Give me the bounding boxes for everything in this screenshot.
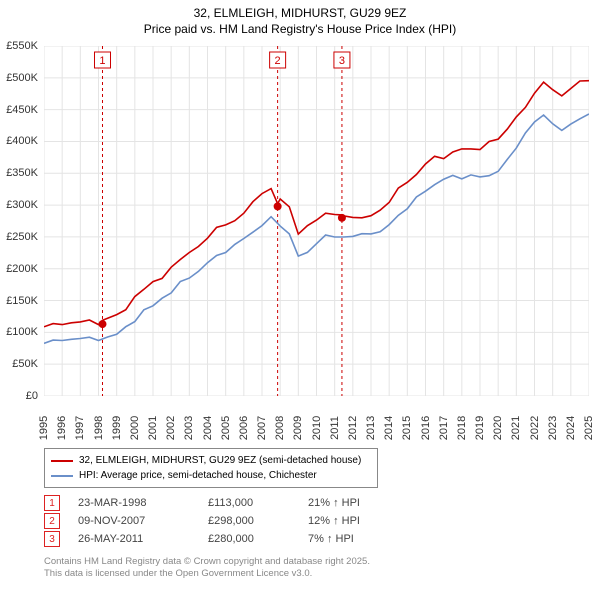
chart-container: 32, ELMLEIGH, MIDHURST, GU29 9EZ Price p… — [0, 0, 600, 590]
marker-hpi: 7% ↑ HPI — [308, 533, 408, 545]
legend-row: 32, ELMLEIGH, MIDHURST, GU29 9EZ (semi-d… — [51, 453, 371, 468]
x-tick-label: 2003 — [183, 416, 195, 440]
marker-price: £280,000 — [208, 533, 308, 545]
marker-row: 1 23-MAR-1998£113,00021% ↑ HPI — [44, 494, 408, 512]
x-tick-label: 2011 — [329, 416, 341, 440]
x-tick-label: 2014 — [383, 416, 395, 440]
chart-plot-area: 1 2 3 — [44, 46, 589, 396]
x-tick-label: 2012 — [347, 416, 359, 440]
y-tick-label: £150K — [6, 295, 38, 307]
attribution-line1: Contains HM Land Registry data © Crown c… — [44, 556, 370, 568]
x-tick-label: 2000 — [129, 416, 141, 440]
legend-label: HPI: Average price, semi-detached house,… — [79, 468, 317, 483]
y-axis-labels: £0 £50K £100K £150K £200K £250K £300K £350K £400… — [0, 42, 42, 400]
attribution-line2: This data is licensed under the Open Gov… — [44, 568, 370, 580]
title-line1: 32, ELMLEIGH, MIDHURST, GU29 9EZ — [0, 6, 600, 22]
x-tick-label: 2020 — [492, 416, 504, 440]
legend-line-swatch — [51, 460, 73, 462]
x-tick-label: 1997 — [74, 416, 86, 440]
markers-table: 1 23-MAR-1998£113,00021% ↑ HPI 2 09-NOV-200… — [44, 494, 408, 548]
marker-number-box: 2 — [44, 513, 60, 529]
x-tick-label: 2002 — [165, 416, 177, 440]
x-tick-label: 2016 — [420, 416, 432, 440]
marker-price: £113,000 — [208, 497, 308, 509]
y-tick-label: £550K — [6, 40, 38, 52]
title-line2: Price paid vs. HM Land Registry's House … — [0, 22, 600, 38]
x-tick-label: 2022 — [529, 416, 541, 440]
svg-text:2: 2 — [275, 55, 281, 67]
x-tick-label: 2008 — [274, 416, 286, 440]
x-tick-label: 1999 — [111, 416, 123, 440]
legend-label: 32, ELMLEIGH, MIDHURST, GU29 9EZ (semi-d… — [79, 453, 361, 468]
x-tick-label: 2019 — [474, 416, 486, 440]
x-tick-label: 2018 — [456, 416, 468, 440]
chart-svg: 1 2 3 — [44, 46, 589, 396]
marker-date: 23-MAR-1998 — [78, 497, 208, 509]
y-tick-label: £400K — [6, 135, 38, 147]
y-tick-label: £50K — [12, 358, 38, 370]
marker-row: 2 09-NOV-2007£298,00012% ↑ HPI — [44, 512, 408, 530]
marker-price: £298,000 — [208, 515, 308, 527]
x-tick-label: 2001 — [147, 416, 159, 440]
x-tick-label: 2010 — [311, 416, 323, 440]
marker-row: 3 26-MAY-2011£280,0007% ↑ HPI — [44, 530, 408, 548]
title-block: 32, ELMLEIGH, MIDHURST, GU29 9EZ Price p… — [0, 0, 600, 37]
marker-hpi: 21% ↑ HPI — [308, 497, 408, 509]
y-tick-label: £300K — [6, 199, 38, 211]
x-tick-label: 2015 — [401, 416, 413, 440]
svg-text:3: 3 — [339, 55, 345, 67]
x-tick-label: 2013 — [365, 416, 377, 440]
y-tick-label: £500K — [6, 72, 38, 84]
legend-row: HPI: Average price, semi-detached house,… — [51, 468, 371, 483]
marker-hpi: 12% ↑ HPI — [308, 515, 408, 527]
y-tick-label: £450K — [6, 104, 38, 116]
marker-date: 09-NOV-2007 — [78, 515, 208, 527]
legend-line-swatch — [51, 475, 73, 477]
x-tick-label: 1995 — [38, 416, 50, 440]
y-tick-label: £200K — [6, 263, 38, 275]
marker-number-box: 3 — [44, 531, 60, 547]
x-tick-label: 2021 — [510, 416, 522, 440]
x-tick-label: 1996 — [56, 416, 68, 440]
x-tick-label: 2009 — [292, 416, 304, 440]
x-tick-label: 2025 — [583, 416, 595, 440]
y-tick-label: £0 — [26, 390, 38, 402]
svg-text:1: 1 — [99, 55, 105, 67]
marker-date: 26-MAY-2011 — [78, 533, 208, 545]
x-tick-label: 2017 — [438, 416, 450, 440]
x-tick-label: 2024 — [565, 416, 577, 440]
attribution: Contains HM Land Registry data © Crown c… — [44, 556, 370, 581]
x-tick-label: 2005 — [220, 416, 232, 440]
x-tick-label: 2004 — [202, 416, 214, 440]
x-tick-label: 2007 — [256, 416, 268, 440]
x-axis-labels: 1995199619971998199920002001200220032004… — [44, 400, 589, 446]
marker-number-box: 1 — [44, 495, 60, 511]
y-tick-label: £250K — [6, 231, 38, 243]
x-tick-label: 2023 — [547, 416, 559, 440]
y-tick-label: £350K — [6, 167, 38, 179]
legend: 32, ELMLEIGH, MIDHURST, GU29 9EZ (semi-d… — [44, 448, 378, 488]
x-tick-label: 2006 — [238, 416, 250, 440]
y-tick-label: £100K — [6, 326, 38, 338]
x-tick-label: 1998 — [93, 416, 105, 440]
